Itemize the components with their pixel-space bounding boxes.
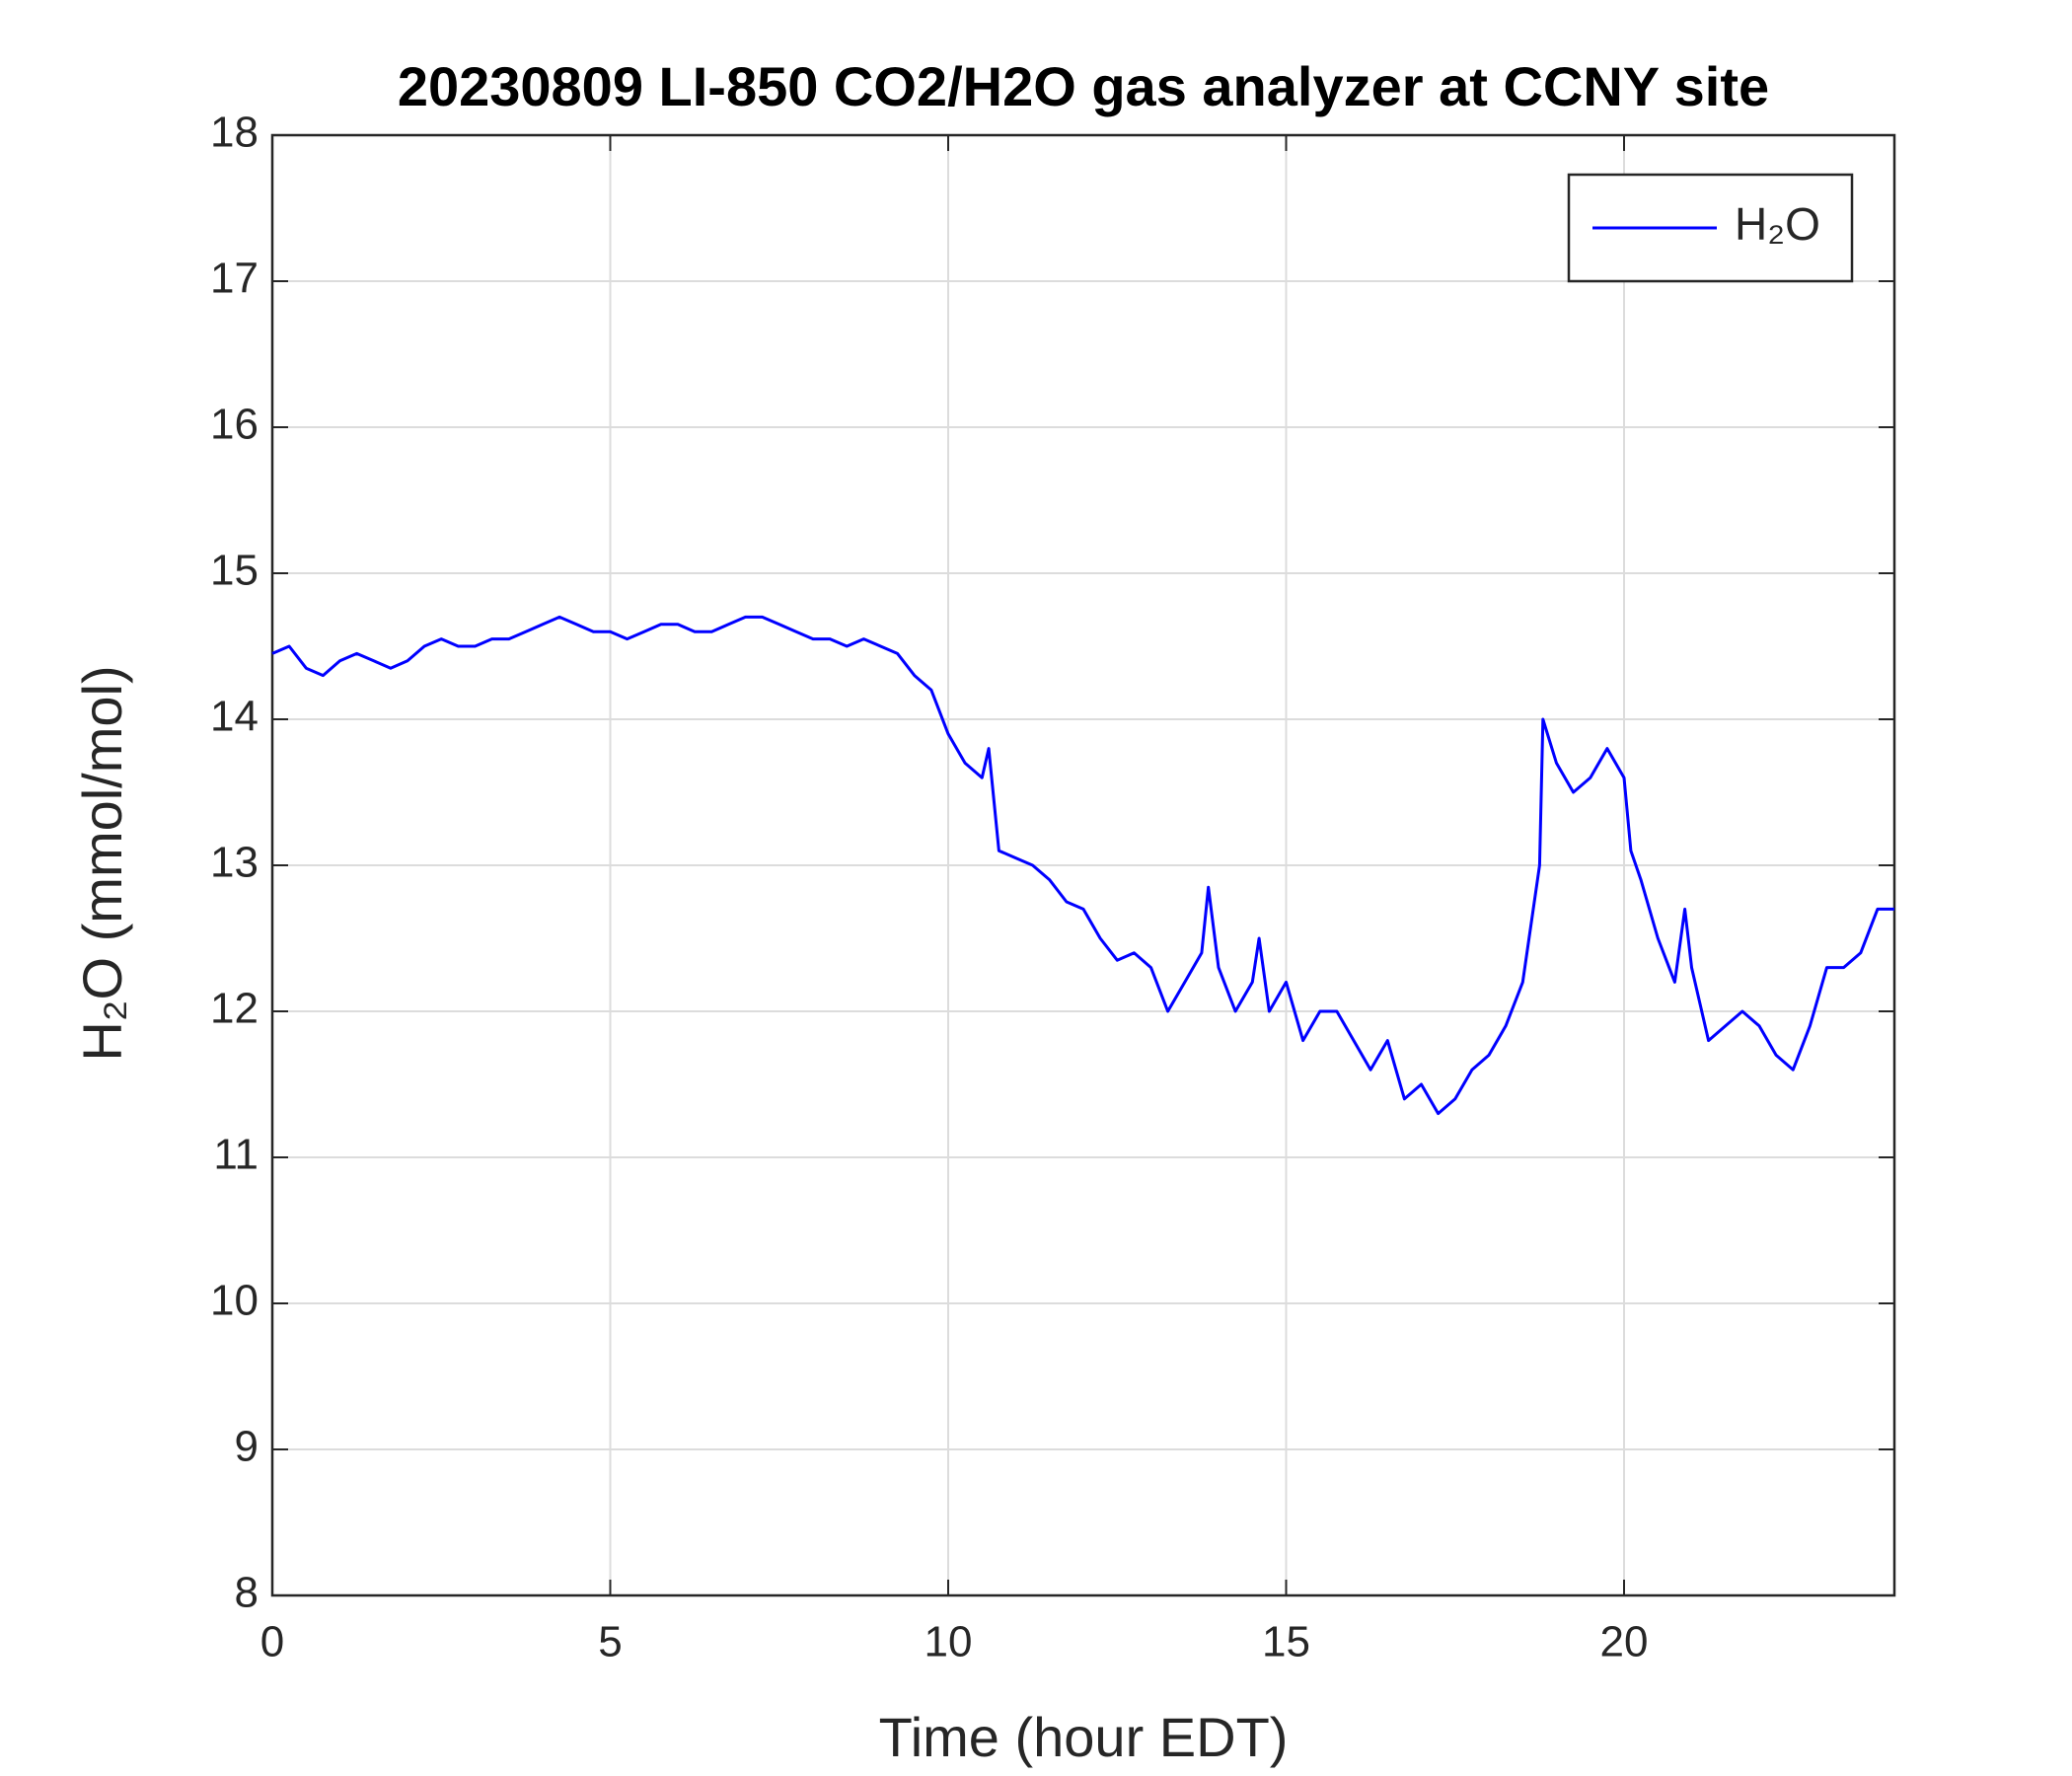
- x-tick-label: 10: [925, 1618, 973, 1666]
- y-tick-label: 18: [210, 109, 259, 157]
- x-tick-label: 5: [598, 1618, 622, 1666]
- y-axis-label: H₂O (mmol/mol): [71, 665, 133, 1061]
- y-tick-label: 10: [210, 1277, 259, 1325]
- chart-title: 20230809 LI-850 CO2/H2O gas analyzer at …: [398, 55, 1769, 117]
- x-tick-label: 15: [1262, 1618, 1310, 1666]
- y-tick-label: 15: [210, 547, 259, 595]
- y-tick-label: 13: [210, 839, 259, 887]
- y-tick-label: 8: [235, 1569, 259, 1617]
- y-tick-label: 17: [210, 255, 259, 303]
- plot-frame: [270, 133, 1896, 1597]
- x-tick-label: 0: [260, 1618, 284, 1666]
- y-tick-label: 11: [213, 1131, 259, 1179]
- y-tick-label: 16: [210, 401, 259, 449]
- y-tick-label: 14: [210, 693, 259, 741]
- x-axis-label: Time (hour EDT): [879, 1706, 1289, 1768]
- y-tick-label: 9: [235, 1423, 259, 1471]
- x-tick-label: 20: [1600, 1618, 1649, 1666]
- legend-label: H₂O: [1735, 198, 1820, 250]
- data-line: [271, 615, 1894, 1116]
- y-tick-label: 12: [210, 985, 259, 1033]
